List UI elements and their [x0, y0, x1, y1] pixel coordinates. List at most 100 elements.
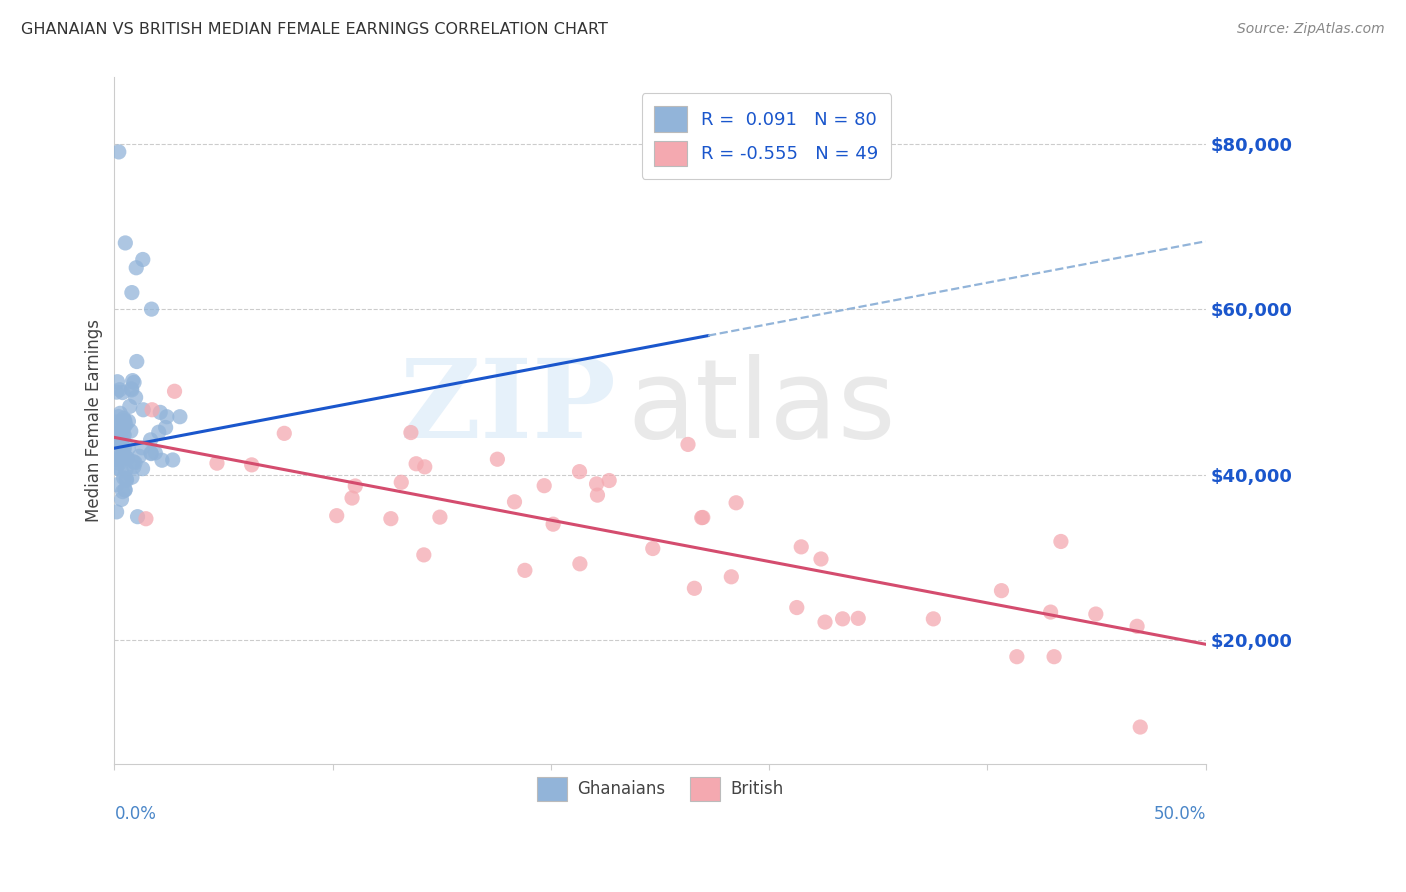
Point [124, 391, 146, 405]
Point [585, 476, 607, 491]
Point [131, 461, 153, 475]
Point [814, 615, 837, 629]
Point [114, 235, 136, 250]
Point [105, 505, 128, 519]
Point [117, 414, 139, 428]
Point [110, 464, 132, 478]
Point [148, 425, 170, 440]
Point [117, 442, 139, 456]
Point [120, 424, 142, 438]
Point [112, 442, 135, 457]
Point [121, 470, 143, 484]
Point [115, 472, 138, 486]
Point [112, 442, 135, 456]
Point [127, 509, 149, 524]
Point [110, 439, 132, 453]
Point [486, 452, 509, 467]
Point [111, 484, 134, 499]
Point [413, 459, 436, 474]
Point [111, 450, 134, 464]
Point [922, 612, 945, 626]
Point [139, 446, 162, 460]
Point [1084, 607, 1107, 621]
Point [128, 449, 150, 463]
Point [380, 511, 402, 525]
Legend: Ghanaians, British: Ghanaians, British [530, 771, 790, 807]
Point [105, 432, 128, 446]
Point [163, 384, 186, 399]
Point [340, 491, 363, 505]
Point [149, 405, 172, 419]
Point [399, 425, 422, 440]
Point [122, 455, 145, 469]
Point [107, 145, 129, 159]
Point [132, 252, 155, 267]
Point [114, 450, 136, 464]
Point [111, 427, 134, 442]
Point [107, 409, 129, 424]
Point [125, 260, 148, 275]
Point [790, 540, 813, 554]
Point [169, 409, 191, 424]
Point [139, 433, 162, 447]
Point [105, 415, 128, 429]
Point [112, 414, 135, 428]
Point [114, 483, 136, 497]
Point [111, 434, 134, 449]
Point [121, 374, 143, 388]
Point [156, 409, 179, 424]
Point [122, 376, 145, 390]
Point [541, 517, 564, 532]
Point [676, 437, 699, 451]
Point [125, 354, 148, 368]
Point [121, 383, 143, 397]
Point [641, 541, 664, 556]
Point [114, 463, 136, 477]
Point [273, 426, 295, 441]
Point [108, 450, 131, 464]
Point [105, 385, 128, 400]
Point [325, 508, 347, 523]
Point [586, 488, 609, 502]
Point [143, 446, 166, 460]
Point [1043, 649, 1066, 664]
Point [692, 510, 714, 524]
Point [598, 474, 620, 488]
Point [115, 473, 138, 487]
Point [150, 453, 173, 467]
Point [141, 402, 163, 417]
Point [1005, 649, 1028, 664]
Point [162, 453, 184, 467]
Point [690, 510, 713, 524]
Point [990, 583, 1012, 598]
Point [344, 479, 367, 493]
Point [112, 411, 135, 425]
Point [533, 478, 555, 492]
Point [786, 600, 808, 615]
Point [131, 441, 153, 455]
Point [1039, 605, 1062, 619]
Point [1129, 720, 1152, 734]
Y-axis label: Median Female Earnings: Median Female Earnings [86, 319, 103, 523]
Point [105, 477, 128, 491]
Text: atlas: atlas [627, 353, 896, 460]
Text: Source: ZipAtlas.com: Source: ZipAtlas.com [1237, 22, 1385, 37]
Point [110, 425, 132, 439]
Point [1050, 534, 1073, 549]
Point [108, 456, 131, 470]
Point [135, 512, 157, 526]
Point [720, 570, 742, 584]
Point [513, 563, 536, 577]
Point [107, 375, 129, 389]
Point [114, 413, 136, 427]
Point [108, 434, 131, 448]
Point [105, 438, 128, 452]
Point [503, 495, 526, 509]
Point [568, 557, 591, 571]
Point [121, 285, 143, 300]
Point [110, 492, 132, 507]
Point [107, 418, 129, 433]
Point [831, 612, 853, 626]
Point [118, 400, 141, 414]
Point [810, 552, 832, 566]
